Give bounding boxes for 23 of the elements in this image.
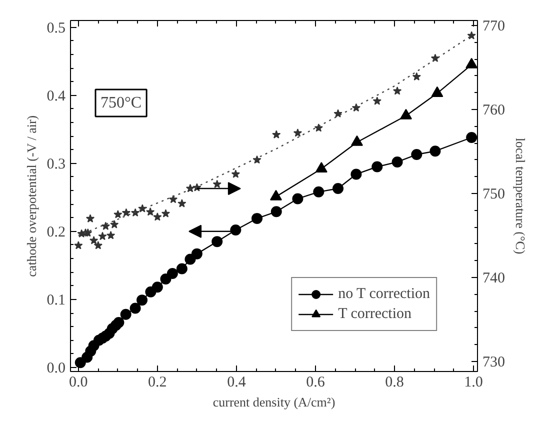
y-tick-label: 0.3 [46, 156, 66, 172]
annotation: 750°C [100, 94, 142, 112]
x-tick-label: 1.0 [464, 374, 483, 390]
x-axis-title: current density (A/cm²) [212, 394, 336, 410]
y2-axis-title: local temperature (°C) [513, 138, 528, 254]
y2-tick-label: 740 [482, 270, 505, 286]
y-axis-title: cathode overpotential (-V / air) [24, 115, 39, 277]
y-tick-label: 0.5 [46, 20, 66, 36]
x-tick-label: 0.8 [385, 374, 404, 390]
y-tick-label: 0.0 [46, 360, 66, 376]
x-tick-label: 0.2 [148, 374, 167, 390]
x-tick-label: 0.0 [69, 374, 88, 390]
y2-tick-label: 750 [482, 186, 505, 202]
y2-tick-label: 760 [482, 102, 505, 119]
y2-tick-label: 770 [482, 18, 505, 35]
y-tick-label: 0.2 [46, 224, 66, 240]
x-tick-label: 0.4 [227, 374, 246, 390]
legend-label: no T correction [338, 286, 430, 302]
legend-label: T correction [338, 306, 412, 322]
x-tick-label: 0.6 [306, 374, 326, 390]
y2-tick-label: 730 [482, 354, 505, 370]
y-tick-label: 0.4 [46, 88, 66, 104]
y-tick-label: 0.1 [46, 292, 66, 308]
